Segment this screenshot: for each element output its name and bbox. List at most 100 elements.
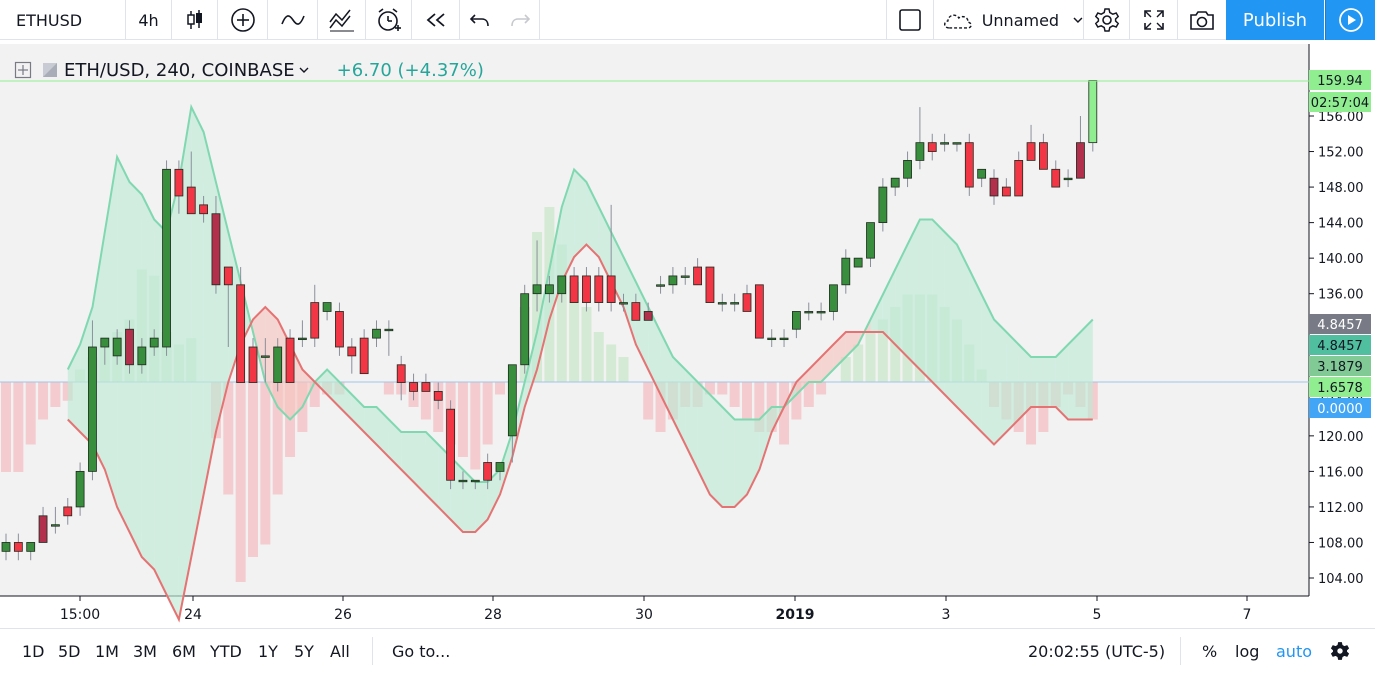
candle-body[interactable]	[952, 142, 962, 145]
candle-body[interactable]	[223, 266, 233, 286]
color-swatch-icon[interactable]	[42, 62, 58, 78]
candle-body[interactable]	[557, 275, 567, 295]
candle-body[interactable]	[779, 337, 789, 341]
play-button[interactable]	[1325, 0, 1375, 40]
candle-body[interactable]	[680, 275, 690, 278]
candle-body[interactable]	[125, 328, 134, 366]
candle-body[interactable]	[829, 284, 838, 312]
candle-body[interactable]	[248, 346, 258, 383]
candle-body[interactable]	[51, 524, 60, 527]
range-button-3m[interactable]: 3M	[133, 641, 157, 661]
candle-body[interactable]	[977, 168, 987, 179]
candle-body[interactable]	[594, 275, 604, 303]
chart-name-dropdown[interactable]: Unnamed	[934, 0, 1084, 40]
candle-body[interactable]	[915, 142, 925, 161]
range-button-6m[interactable]: 6M	[172, 641, 196, 661]
candle-body[interactable]	[1001, 186, 1011, 197]
candle-body[interactable]	[75, 470, 85, 508]
candle-body[interactable]	[545, 284, 554, 295]
candle-body[interactable]	[582, 275, 591, 303]
fullscreen-button[interactable]	[1130, 0, 1178, 40]
candle-body[interactable]	[705, 266, 715, 303]
candle-body[interactable]	[483, 462, 493, 481]
candle-body[interactable]	[792, 311, 801, 330]
candle-body[interactable]	[446, 408, 456, 481]
replay-button[interactable]	[412, 0, 460, 40]
range-button-5y[interactable]: 5Y	[294, 641, 314, 661]
range-button-5d[interactable]: 5D	[58, 641, 81, 661]
candle-body[interactable]	[890, 177, 900, 188]
candle-body[interactable]	[1088, 80, 1098, 144]
candle-body[interactable]	[1, 542, 11, 552]
redo-button[interactable]	[500, 0, 540, 40]
symbol-title[interactable]: ETH/USD, 240, COINBASE	[64, 59, 295, 81]
range-button-all[interactable]: All	[330, 641, 350, 661]
candle-body[interactable]	[520, 293, 530, 366]
candle-body[interactable]	[88, 346, 97, 472]
candle-body[interactable]	[13, 542, 23, 552]
candle-body[interactable]	[409, 382, 418, 392]
candle-body[interactable]	[273, 346, 283, 383]
candle-body[interactable]	[853, 257, 863, 268]
interval-button[interactable]: 4h	[126, 0, 172, 40]
candle-body[interactable]	[100, 337, 110, 348]
candle-body[interactable]	[940, 142, 949, 145]
expand-icon[interactable]	[14, 61, 32, 79]
candle-body[interactable]	[359, 337, 369, 375]
candle-body[interactable]	[384, 328, 394, 332]
candle-body[interactable]	[927, 142, 937, 152]
auto-toggle[interactable]: auto	[1276, 629, 1312, 673]
candle-body[interactable]	[507, 364, 517, 437]
candle-body[interactable]	[866, 222, 875, 259]
candle-body[interactable]	[1014, 160, 1024, 197]
compare-button[interactable]	[218, 0, 268, 40]
candle-body[interactable]	[421, 382, 431, 392]
chevron-down-icon[interactable]	[299, 66, 309, 74]
candle-body[interactable]	[335, 311, 344, 348]
log-toggle[interactable]: log	[1235, 629, 1259, 673]
range-button-1d[interactable]: 1D	[22, 641, 45, 661]
range-button-ytd[interactable]: YTD	[210, 641, 242, 661]
candle-body[interactable]	[186, 186, 196, 215]
chart-style-button[interactable]	[172, 0, 218, 40]
candle-body[interactable]	[396, 364, 406, 383]
candle-body[interactable]	[878, 186, 888, 224]
candle-body[interactable]	[816, 311, 826, 314]
range-button-1m[interactable]: 1M	[95, 641, 119, 661]
goto-button[interactable]: Go to...	[392, 629, 450, 673]
percent-toggle[interactable]: %	[1202, 629, 1217, 673]
candle-body[interactable]	[903, 160, 912, 179]
candle-body[interactable]	[112, 337, 122, 357]
indicators-button[interactable]	[268, 0, 318, 40]
chart-settings-button[interactable]	[1330, 629, 1350, 673]
candle-body[interactable]	[458, 479, 468, 483]
candle-body[interactable]	[162, 168, 171, 348]
candle-body[interactable]	[717, 302, 727, 305]
candle-body[interactable]	[767, 337, 777, 341]
candle-body[interactable]	[297, 337, 307, 341]
candle-body[interactable]	[433, 391, 443, 401]
candle-body[interactable]	[754, 284, 764, 339]
candle-body[interactable]	[643, 311, 653, 321]
candle-body[interactable]	[470, 479, 480, 483]
candle-body[interactable]	[372, 328, 381, 339]
range-button-1y[interactable]: 1Y	[258, 641, 278, 661]
candle-body[interactable]	[631, 302, 641, 321]
undo-button[interactable]	[460, 0, 500, 40]
candle-body[interactable]	[1026, 142, 1036, 161]
candle-body[interactable]	[347, 346, 357, 357]
candle-body[interactable]	[1076, 142, 1085, 179]
symbol-search-button[interactable]: ETHUSD	[0, 0, 126, 40]
candle-body[interactable]	[693, 266, 702, 286]
alert-button[interactable]	[366, 0, 412, 40]
candle-body[interactable]	[841, 257, 851, 286]
candle-body[interactable]	[569, 275, 579, 303]
candle-body[interactable]	[1051, 168, 1061, 188]
candle-body[interactable]	[606, 275, 616, 303]
candle-body[interactable]	[730, 302, 740, 305]
price-chart[interactable]: 104.00108.00112.00116.00120.00124.00128.…	[0, 44, 1375, 626]
candle-body[interactable]	[322, 302, 332, 312]
candle-body[interactable]	[137, 346, 147, 366]
layout-button[interactable]	[886, 0, 934, 40]
candle-body[interactable]	[495, 462, 505, 472]
